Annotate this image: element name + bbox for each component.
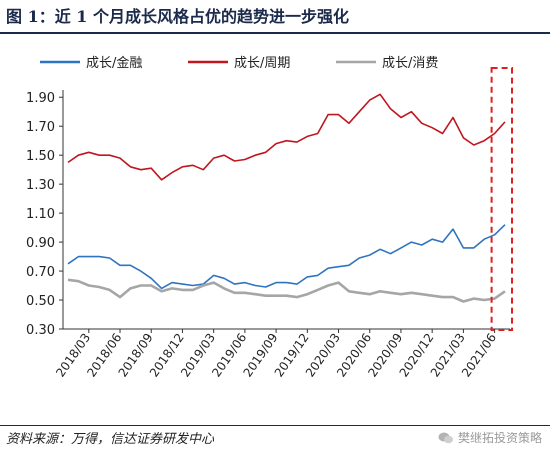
y-tick-label: 1.90: [26, 91, 55, 106]
wechat-icon: [438, 432, 453, 443]
legend-label: 成长/金融: [86, 55, 142, 71]
x-axis: 2018/032018/062018/092018/122019/032019/…: [53, 328, 510, 380]
y-tick-label: 1.50: [26, 149, 55, 164]
y-tick-label: 0.50: [26, 294, 55, 309]
footer-divider: [0, 425, 550, 426]
page-title: 图 1：近 1 个月成长风格占优的趋势进一步强化: [6, 7, 349, 26]
series-lines: [67, 93, 506, 303]
title-divider: [0, 32, 550, 34]
y-tick-label: 1.10: [26, 207, 55, 222]
legend: 成长/金融 成长/周期 成长/消费: [40, 55, 438, 71]
series-line: [67, 93, 506, 181]
y-tick-label: 0.70: [26, 265, 55, 280]
source-note: 资料来源：万得，信达证券研发中心: [6, 432, 215, 447]
series-line: [67, 278, 506, 303]
watermark: 樊继拓投资策略: [438, 429, 542, 446]
y-tick-label: 0.90: [26, 236, 55, 251]
legend-label: 成长/周期: [234, 56, 290, 71]
watermark-text: 樊继拓投资策略: [457, 431, 542, 445]
y-axis: 0.30 0.50 0.70 0.90 1.10 1.30 1.50 1.70 1.90: [26, 90, 64, 338]
y-tick-label: 1.30: [26, 178, 55, 193]
line-chart: 成长/金融 成长/周期 成长/消费 0.30 0.50 0.70 0.90 1.10 1.30…: [26, 55, 514, 380]
series-line: [67, 224, 506, 290]
legend-label: 成长/消费: [382, 56, 438, 71]
y-tick-label: 1.70: [26, 120, 55, 135]
highlight-box: [490, 67, 514, 331]
y-tick-label: 0.30: [26, 323, 55, 338]
